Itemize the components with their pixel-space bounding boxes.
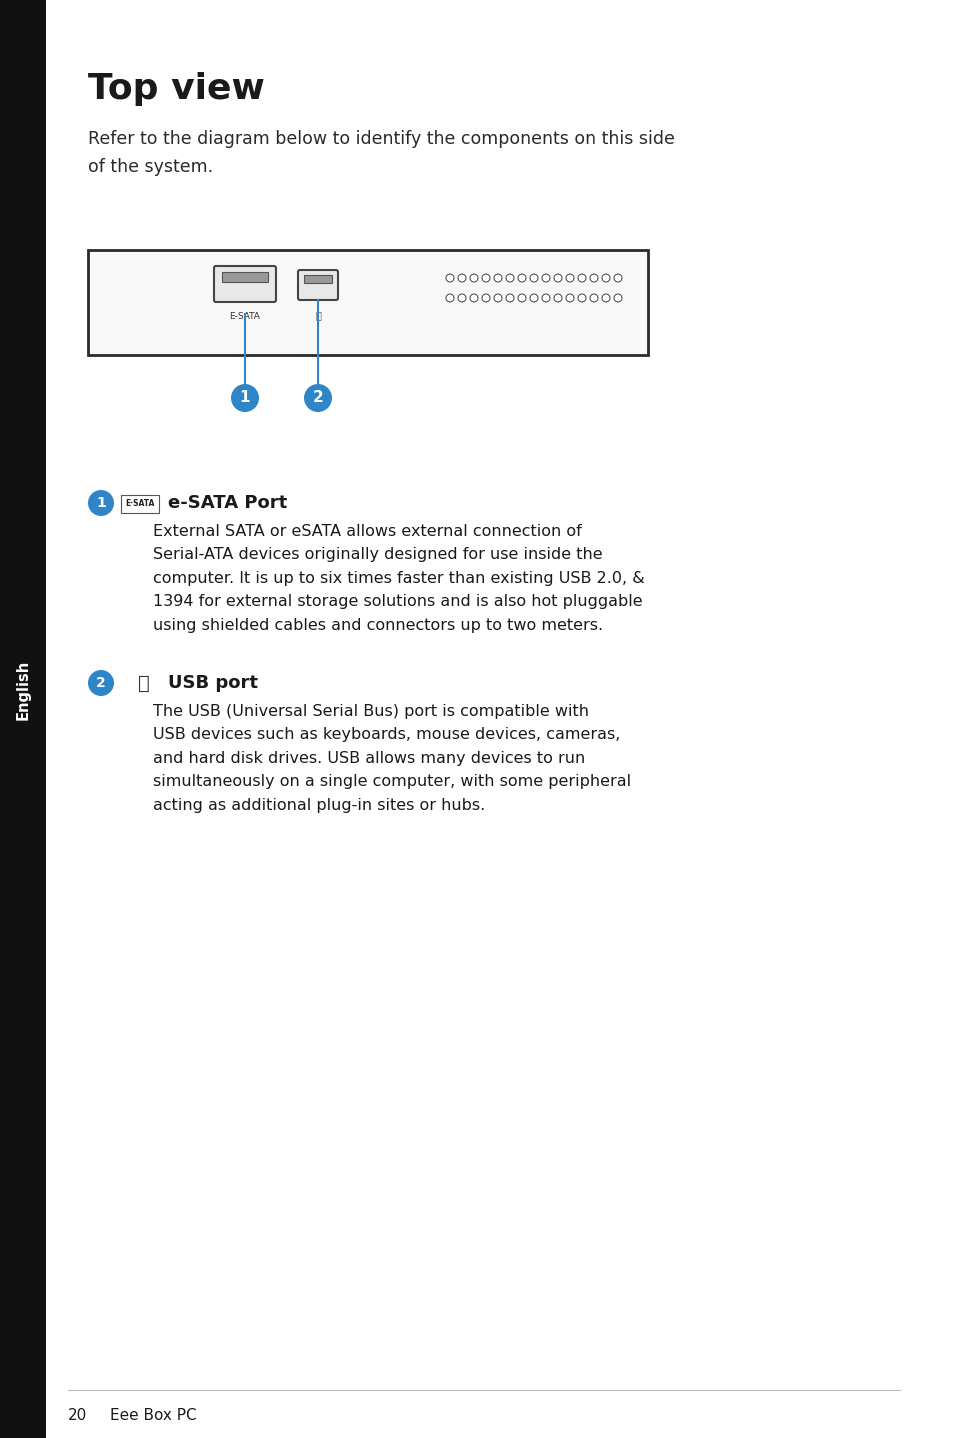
Circle shape [88, 490, 113, 516]
Circle shape [530, 293, 537, 302]
Circle shape [565, 293, 574, 302]
Text: Eee Box PC: Eee Box PC [110, 1408, 196, 1422]
Circle shape [481, 293, 490, 302]
FancyBboxPatch shape [222, 272, 268, 282]
Circle shape [231, 384, 258, 413]
Circle shape [601, 293, 609, 302]
Circle shape [470, 275, 477, 282]
Text: Top view: Top view [88, 72, 265, 106]
Circle shape [457, 275, 465, 282]
Circle shape [578, 293, 585, 302]
Circle shape [481, 275, 490, 282]
Text: 2: 2 [96, 676, 106, 690]
Text: ⭘: ⭘ [138, 673, 150, 693]
Text: External SATA or eSATA allows external connection of
Serial-ATA devices original: External SATA or eSATA allows external c… [152, 523, 644, 633]
Circle shape [565, 275, 574, 282]
Circle shape [457, 293, 465, 302]
Circle shape [578, 275, 585, 282]
Circle shape [446, 275, 454, 282]
Text: The USB (Universal Serial Bus) port is compatible with
USB devices such as keybo: The USB (Universal Serial Bus) port is c… [152, 705, 631, 812]
Text: ⭘: ⭘ [314, 311, 320, 321]
Circle shape [505, 275, 514, 282]
Text: 1: 1 [239, 391, 250, 406]
FancyBboxPatch shape [213, 266, 275, 302]
Text: 1: 1 [96, 496, 106, 510]
Circle shape [554, 293, 561, 302]
Text: E·SATA: E·SATA [125, 499, 154, 509]
FancyBboxPatch shape [121, 495, 159, 513]
Text: USB port: USB port [168, 674, 257, 692]
Circle shape [517, 293, 525, 302]
Circle shape [470, 293, 477, 302]
FancyBboxPatch shape [304, 275, 332, 283]
Text: Refer to the diagram below to identify the components on this side
of the system: Refer to the diagram below to identify t… [88, 129, 674, 175]
Circle shape [494, 275, 501, 282]
Text: E-SATA: E-SATA [230, 312, 260, 321]
Circle shape [614, 293, 621, 302]
Circle shape [541, 275, 550, 282]
Text: 20: 20 [68, 1408, 87, 1422]
Circle shape [541, 293, 550, 302]
Circle shape [494, 293, 501, 302]
FancyBboxPatch shape [88, 250, 647, 355]
Circle shape [554, 275, 561, 282]
Circle shape [589, 293, 598, 302]
Circle shape [446, 293, 454, 302]
Circle shape [88, 670, 113, 696]
FancyBboxPatch shape [297, 270, 337, 301]
Text: English: English [15, 660, 30, 720]
Circle shape [614, 275, 621, 282]
Circle shape [517, 275, 525, 282]
Circle shape [304, 384, 332, 413]
Circle shape [601, 275, 609, 282]
Text: e-SATA Port: e-SATA Port [168, 495, 287, 512]
Circle shape [589, 275, 598, 282]
Circle shape [530, 275, 537, 282]
Text: 2: 2 [313, 391, 323, 406]
FancyBboxPatch shape [0, 0, 46, 1438]
Circle shape [505, 293, 514, 302]
